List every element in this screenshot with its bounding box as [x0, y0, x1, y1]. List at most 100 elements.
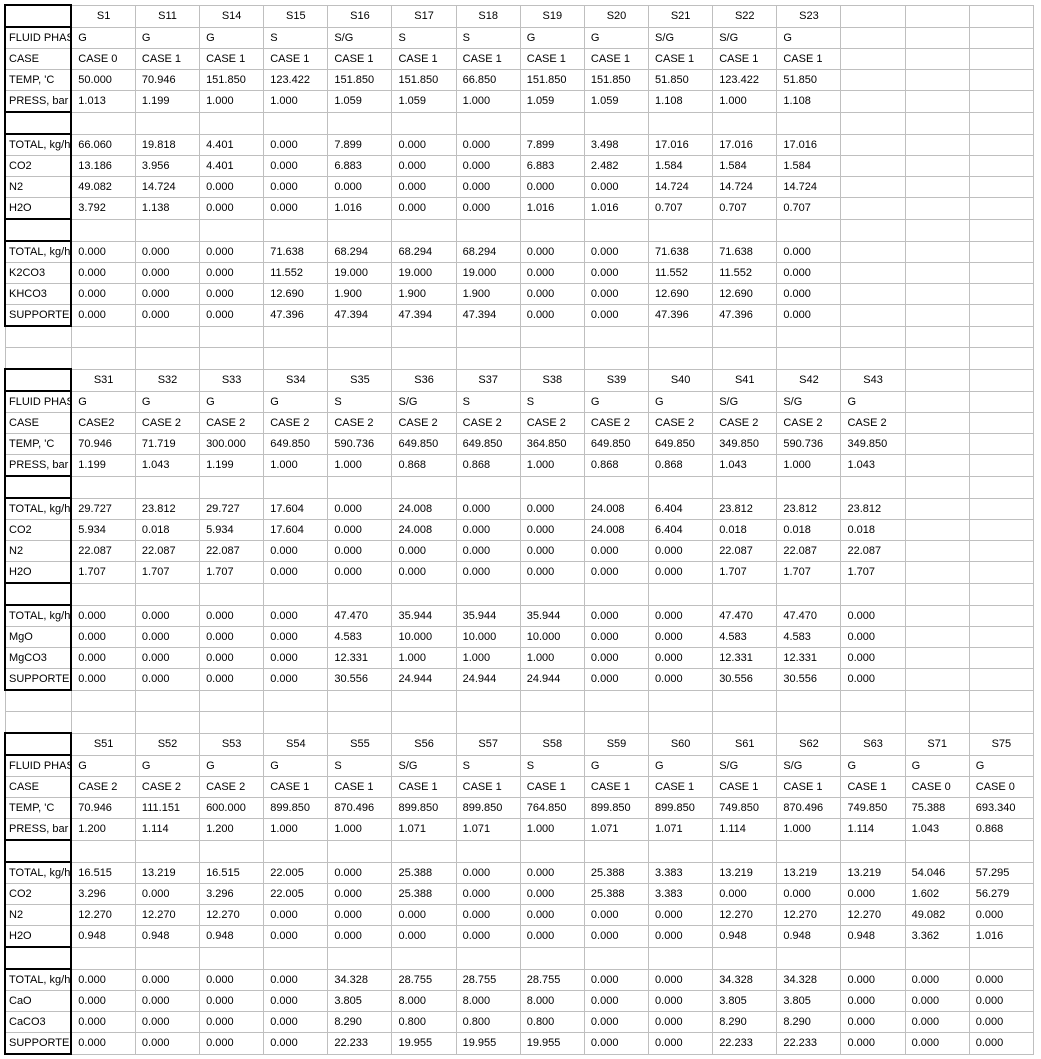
cell	[328, 712, 392, 734]
cell	[392, 476, 456, 498]
cell: 13.186	[71, 156, 135, 177]
cell: 7.899	[328, 134, 392, 156]
cell: 0.868	[649, 455, 713, 477]
cell: PRESS, bar	[5, 91, 71, 113]
cell: 0.000	[71, 627, 135, 648]
cell: 0.000	[328, 498, 392, 520]
cell: CASE 2	[520, 413, 584, 434]
cell: 47.396	[713, 305, 777, 327]
cell	[777, 348, 841, 370]
cell: TOTAL, kg/h	[5, 241, 71, 263]
cell	[264, 219, 328, 241]
cell: 0.000	[264, 134, 328, 156]
cell: CASE 2	[584, 413, 648, 434]
cell: 0.000	[71, 605, 135, 627]
cell	[264, 583, 328, 605]
cell: 0.000	[71, 1012, 135, 1033]
cell	[392, 840, 456, 862]
cell: 1.071	[392, 819, 456, 841]
cell: 1.114	[713, 819, 777, 841]
cell: 47.470	[713, 605, 777, 627]
cell: 0.000	[649, 1012, 713, 1033]
cell: G	[777, 27, 841, 49]
cell: S53	[200, 733, 264, 755]
cell: 0.000	[969, 991, 1033, 1012]
cell	[969, 455, 1033, 477]
cell: 68.294	[456, 241, 520, 263]
cell	[135, 219, 199, 241]
cell	[5, 733, 71, 755]
cell: 17.016	[649, 134, 713, 156]
cell	[905, 840, 969, 862]
cell	[200, 690, 264, 712]
cell: 24.944	[392, 669, 456, 691]
cell: 13.219	[135, 862, 199, 884]
cell: 0.000	[584, 669, 648, 691]
cell: 1.059	[584, 91, 648, 113]
cell	[969, 840, 1033, 862]
cell: 0.000	[135, 969, 199, 991]
cell: CASE 1	[200, 49, 264, 70]
cell: 1.016	[969, 926, 1033, 948]
cell: 1.016	[584, 198, 648, 220]
cell: 899.850	[264, 798, 328, 819]
cell	[777, 112, 841, 134]
cell: 0.000	[520, 284, 584, 305]
cell	[392, 583, 456, 605]
cell: 0.000	[520, 905, 584, 926]
cell	[969, 326, 1033, 348]
cell: 0.800	[392, 1012, 456, 1033]
cell: 71.638	[264, 241, 328, 263]
cell: 23.812	[135, 498, 199, 520]
cell: 0.000	[520, 498, 584, 520]
cell: 0.000	[456, 156, 520, 177]
cell: CASE 1	[264, 777, 328, 798]
cell	[905, 91, 969, 113]
cell: 14.724	[777, 177, 841, 198]
cell: S56	[392, 733, 456, 755]
cell: 1.000	[328, 455, 392, 477]
cell: 34.328	[713, 969, 777, 991]
cell	[649, 690, 713, 712]
cell: SUPPORTER	[5, 305, 71, 327]
cell: 5.934	[71, 520, 135, 541]
cell: CASE 1	[520, 49, 584, 70]
cell: 0.948	[71, 926, 135, 948]
cell: S/G	[713, 755, 777, 777]
cell: 22.005	[264, 862, 328, 884]
cell: CASE 2	[392, 413, 456, 434]
cell: 0.000	[456, 541, 520, 562]
cell: S	[456, 391, 520, 413]
cell: CO2	[5, 156, 71, 177]
cell: 0.000	[584, 263, 648, 284]
cell: S/G	[649, 27, 713, 49]
cell: 17.016	[777, 134, 841, 156]
cell: 3.296	[200, 884, 264, 905]
cell	[264, 947, 328, 969]
cell: 25.388	[392, 862, 456, 884]
cell: 3.362	[905, 926, 969, 948]
cell: 870.496	[777, 798, 841, 819]
cell	[392, 712, 456, 734]
cell: S	[520, 755, 584, 777]
cell: 17.016	[713, 134, 777, 156]
cell	[5, 840, 71, 862]
cell: S18	[456, 5, 520, 27]
cell	[328, 583, 392, 605]
cell	[713, 947, 777, 969]
cell: 0.000	[520, 926, 584, 948]
cell	[969, 156, 1033, 177]
cell: 6.404	[649, 498, 713, 520]
cell	[969, 605, 1033, 627]
cell: 16.515	[71, 862, 135, 884]
cell: 1.000	[264, 91, 328, 113]
cell	[841, 712, 905, 734]
cell: TOTAL, kg/h	[5, 862, 71, 884]
cell	[905, 348, 969, 370]
cell: G	[200, 391, 264, 413]
cell	[905, 134, 969, 156]
cell: G	[841, 755, 905, 777]
cell	[71, 348, 135, 370]
cell: 0.000	[584, 241, 648, 263]
cell	[969, 284, 1033, 305]
